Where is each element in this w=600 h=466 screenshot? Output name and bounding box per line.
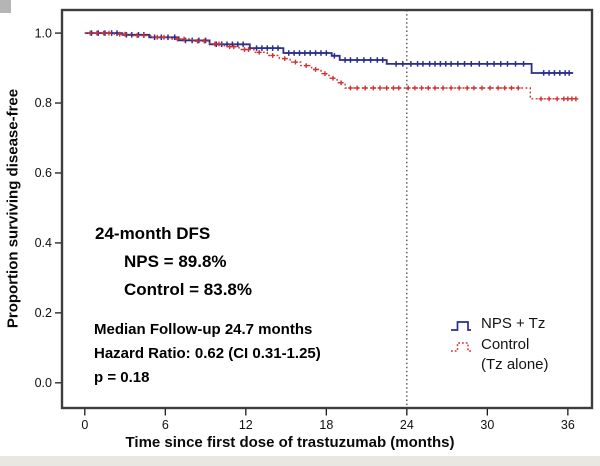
control-survival-curve [84,32,576,100]
x-tick-label: 6 [162,418,169,432]
x-tick-label: 12 [239,418,253,432]
legend-symbol-control [451,342,471,352]
y-tick-label: 0.0 [35,376,52,390]
legend-label-nps: NPS + Tz [481,315,546,332]
y-tick-label: 0.4 [35,236,52,250]
y-tick-label: 0.8 [35,96,52,110]
x-tick-label: 30 [480,418,494,432]
legend-label-control: Control [481,336,530,353]
y-tick-label: 0.2 [35,306,52,320]
annotation-dfs-title: 24-month DFS [95,224,211,243]
screenshot-corner-artifact [0,0,11,13]
y-tick-label: 1.0 [35,26,52,40]
annotation-nps-value: NPS = 89.8% [124,252,227,271]
x-tick-label: 18 [319,418,333,432]
legend-label-control-sub: (Tz alone) [481,356,549,373]
annotation-control-value: Control = 83.8% [124,280,253,299]
x-axis-title: Time since first dose of trastuzumab (mo… [125,434,455,451]
legend-symbol-nps [451,321,471,331]
annotation-median-followup: Median Follow-up 24.7 months [94,321,313,338]
y-tick-label: 0.6 [35,166,52,180]
x-tick-label: 0 [81,418,88,432]
y-axis-title: Proportion surviving disease-free [4,88,22,329]
annotation-hazard-ratio: Hazard Ratio: 0.62 (CI 0.31-1.25) [94,345,321,362]
plot-frame [60,8,594,410]
x-tick-label: 24 [400,418,414,432]
screenshot-bottom-edge [0,456,600,466]
annotation-p-value: p = 0.18 [94,369,150,386]
x-tick-label: 36 [561,418,575,432]
